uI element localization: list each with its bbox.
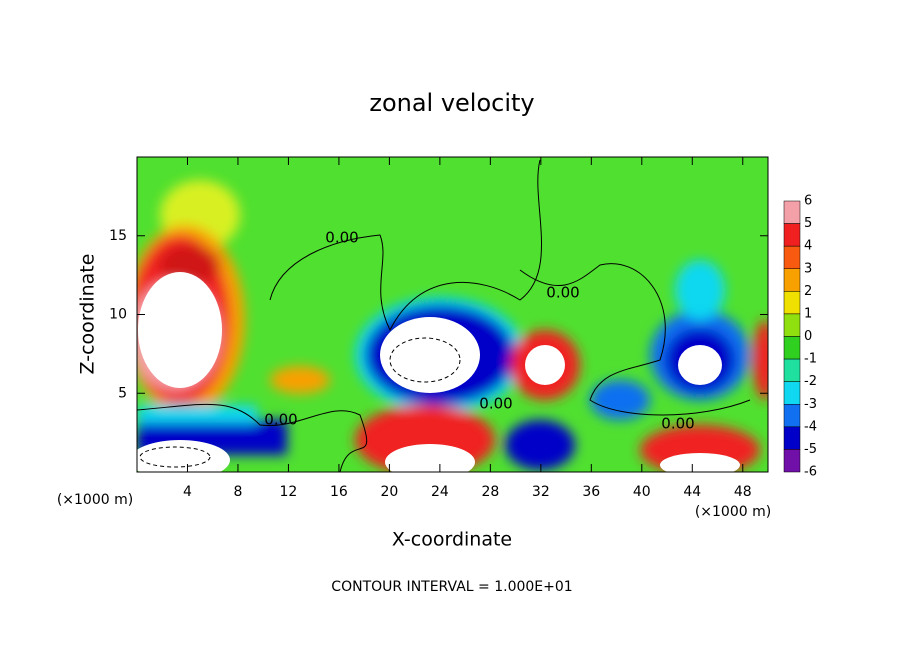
- x-tick-label: 24: [431, 484, 449, 500]
- x-unit: (×1000 m): [695, 504, 771, 520]
- colorbar-label: -3: [804, 397, 817, 412]
- colorbar-label: 4: [804, 239, 812, 254]
- y-unit: (×1000 m): [57, 492, 133, 508]
- x-tick-label: 12: [280, 484, 298, 500]
- footer: CONTOUR INTERVAL = 1.000E+01: [331, 579, 572, 595]
- colorbar-label: -4: [804, 419, 817, 434]
- colorbar-swatch: [783, 404, 801, 428]
- colorbar-label: 2: [804, 284, 812, 299]
- x-tick-label: 16: [330, 484, 348, 500]
- y-tick-label: 5: [118, 385, 127, 401]
- contour-label: 0.00: [546, 284, 579, 302]
- colorbar-swatch: [783, 291, 801, 315]
- colorbar-swatch: [783, 245, 801, 270]
- colorbar-label: 3: [804, 261, 812, 276]
- colorbar-swatch: [783, 336, 801, 360]
- colorbar-label: 6: [804, 194, 812, 209]
- contour-label: 0.00: [264, 411, 297, 429]
- colorbar-swatch: [783, 200, 801, 224]
- x-axis-label: X-coordinate: [392, 529, 512, 551]
- colorbar-swatch: [783, 223, 801, 247]
- x-tick-label: 4: [183, 484, 192, 500]
- colorbar-label: -2: [804, 374, 817, 389]
- colorbar-swatch: [783, 313, 801, 337]
- x-tick-label: 8: [233, 484, 242, 500]
- x-tick-label: 48: [734, 484, 752, 500]
- chart-title: zonal velocity: [369, 89, 534, 117]
- colorbar-label: -5: [804, 442, 817, 457]
- contour-field: [137, 157, 768, 472]
- colorbar-swatch: [783, 426, 801, 450]
- x-tick-label: 44: [683, 484, 701, 500]
- x-tick-label: 40: [633, 484, 651, 500]
- y-tick-label: 10: [109, 307, 127, 323]
- x-tick-label: 20: [380, 484, 398, 500]
- colorbar-label: -1: [804, 352, 817, 367]
- colorbar-label: -6: [804, 465, 817, 480]
- x-tick-label: 32: [532, 484, 550, 500]
- y-axis-label: Z-coordinate: [77, 254, 99, 375]
- colorbar-swatch: [783, 268, 801, 292]
- contour-label: 0.00: [661, 415, 694, 433]
- contour-label: 0.00: [325, 229, 358, 247]
- contour-label: 0.00: [479, 395, 512, 413]
- x-tick-label: 36: [582, 484, 600, 500]
- colorbar-label: 5: [804, 216, 812, 231]
- colorbar-swatch: [783, 381, 801, 405]
- x-tick-label: 28: [481, 484, 499, 500]
- colorbar-swatch: [783, 449, 801, 473]
- colorbar-label: 0: [804, 329, 812, 344]
- colorbar-label: 1: [804, 306, 812, 321]
- colorbar-swatch: [783, 358, 801, 382]
- y-tick-label: 15: [109, 228, 127, 244]
